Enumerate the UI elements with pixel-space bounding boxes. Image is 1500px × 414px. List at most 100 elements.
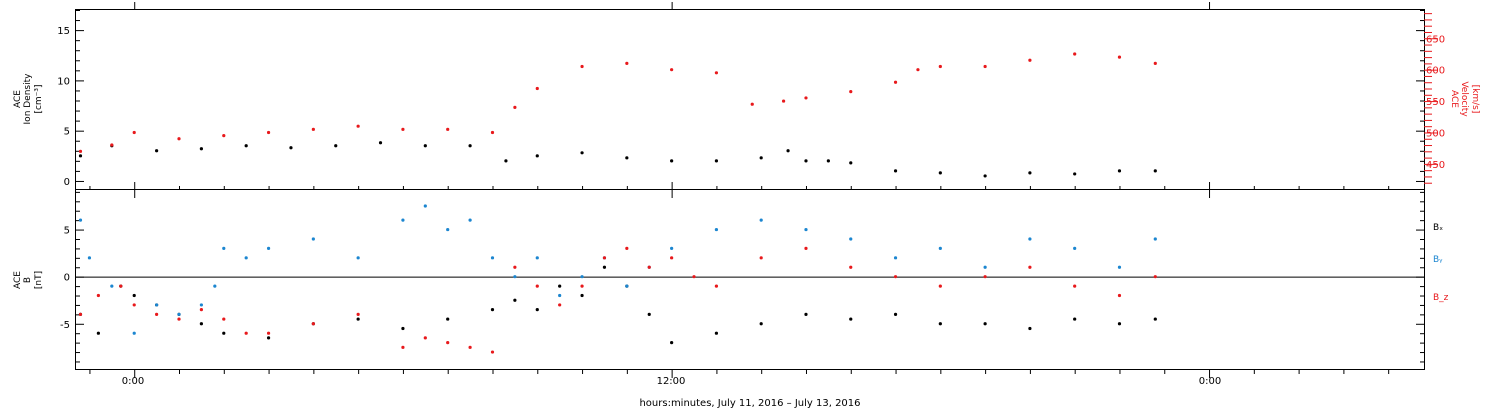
legend-by: Bᵧ: [1433, 255, 1443, 265]
velocity-point: [401, 127, 405, 131]
velocity-point: [781, 99, 786, 103]
by-point: [1117, 265, 1122, 269]
x-tick-label-2: 0:00: [1199, 376, 1221, 387]
bz-point: [983, 275, 987, 279]
density-point: [155, 149, 159, 153]
bx-point: [714, 331, 719, 335]
bx-point: [804, 312, 808, 316]
density-point: [938, 171, 942, 175]
top-left-label-line-1: ACE: [13, 90, 23, 108]
bz-point: [490, 350, 495, 354]
bz-point: [558, 303, 562, 307]
velocity-point: [804, 96, 808, 100]
density-point: [786, 149, 790, 153]
bx-point: [759, 322, 763, 326]
by-point: [490, 256, 495, 260]
bx-point: [602, 265, 607, 269]
by-point: [446, 227, 450, 232]
by-point: [78, 218, 83, 222]
bz-point: [311, 322, 315, 326]
bx-point: [490, 308, 495, 312]
bottom-tick-label: 0: [64, 273, 70, 284]
legend-bz: B_z: [1433, 293, 1449, 303]
bz-point: [1117, 293, 1122, 298]
bx-point: [849, 317, 853, 321]
bx-point: [513, 298, 517, 302]
by-point: [558, 293, 562, 298]
density-point: [1153, 169, 1157, 173]
bottom-panel-frame: [75, 189, 1425, 370]
velocity-point: [535, 86, 539, 91]
bx-point: [96, 331, 100, 335]
by-point: [213, 284, 217, 288]
bx-point: [1153, 317, 1157, 321]
velocity-point: [513, 105, 517, 109]
velocity-point: [132, 130, 136, 135]
velocity-point: [266, 130, 271, 135]
velocity-point: [1117, 55, 1122, 59]
bz-point: [535, 284, 539, 288]
velocity-point: [750, 102, 754, 106]
density-point: [199, 147, 203, 151]
density-point: [849, 161, 853, 165]
by-point: [513, 275, 517, 279]
velocity-point: [983, 64, 987, 69]
top-right-tick-label: 500: [1426, 128, 1445, 139]
by-point: [759, 218, 763, 222]
top-left-tick-label: 0: [64, 177, 70, 188]
bx-point: [199, 322, 203, 326]
density-point: [535, 154, 539, 158]
top-right-tick-label: 600: [1426, 66, 1445, 77]
bz-point: [625, 246, 629, 251]
by-point: [199, 303, 203, 307]
bz-point: [132, 303, 136, 307]
bz-point: [468, 345, 472, 349]
by-point: [1073, 246, 1077, 251]
bx-point: [222, 331, 226, 335]
density-point: [244, 144, 248, 148]
density-point: [580, 151, 584, 155]
by-point: [87, 256, 92, 260]
bz-point: [266, 331, 271, 335]
bx-point: [1117, 322, 1122, 326]
x-tick-label-1: 12:00: [657, 376, 686, 387]
bx-point: [446, 317, 450, 321]
bz-point: [670, 256, 674, 260]
density-point: [504, 159, 508, 163]
bz-point: [513, 265, 517, 269]
velocity-point: [110, 143, 114, 147]
by-point: [356, 256, 360, 260]
bz-point: [155, 312, 159, 316]
bz-point: [1028, 265, 1032, 269]
density-point: [78, 154, 83, 158]
top-left-tick-label: 5: [64, 127, 70, 138]
by-point: [714, 227, 719, 232]
velocity-point: [1153, 61, 1157, 65]
velocity-point: [177, 137, 181, 141]
top-left-axis-label: ACE Ion Density [cm⁻³]: [13, 73, 44, 125]
velocity-point: [625, 61, 629, 65]
by-point: [222, 246, 226, 251]
density-point: [1028, 171, 1032, 175]
by-point: [849, 237, 853, 241]
bz-point: [602, 256, 607, 260]
velocity-point: [938, 64, 942, 69]
bz-point: [96, 293, 100, 298]
bz-point: [401, 345, 405, 349]
bx-point: [893, 312, 898, 316]
top-right-tick-label: 650: [1426, 34, 1445, 45]
velocity-point: [670, 68, 674, 72]
bx-point: [356, 317, 360, 321]
by-point: [110, 284, 114, 288]
velocity-point: [849, 90, 853, 94]
top-right-label-line-3: [km/s]: [1470, 85, 1480, 114]
data-marks: [78, 52, 1157, 354]
velocity-point: [311, 127, 315, 131]
top-right-tick-label: 450: [1426, 160, 1445, 171]
bz-point: [78, 312, 83, 316]
by-point: [625, 284, 629, 288]
top-left-tick-label: 15: [57, 26, 70, 37]
density-point: [714, 159, 719, 163]
